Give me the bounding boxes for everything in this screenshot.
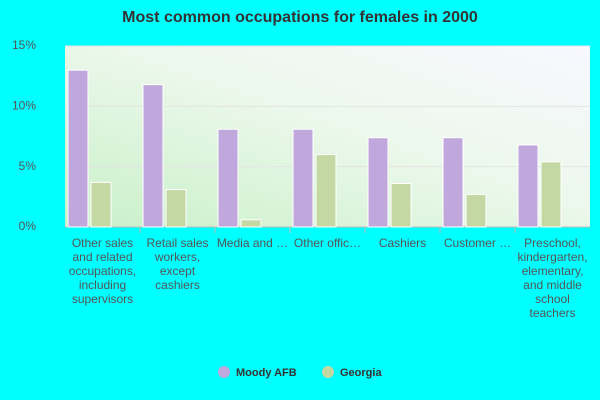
y-tick-label: 15% (12, 38, 36, 52)
bar (442, 137, 464, 228)
x-tick-label: Preschool, kindergarten, elementary, and… (517, 236, 588, 320)
y-tick-label: 0% (19, 219, 37, 233)
x-tick-label: Cashiers (378, 236, 427, 250)
bar (540, 161, 562, 228)
legend-marker (218, 366, 230, 378)
legend-marker (322, 366, 334, 378)
bar (240, 219, 262, 228)
bar (142, 84, 164, 228)
y-tick-label: 5% (19, 159, 37, 173)
bar (517, 144, 539, 228)
y-tick-label: 10% (12, 99, 36, 113)
bar (67, 69, 89, 228)
bar (165, 189, 187, 228)
x-tick-label: Retail sales workers, except cashiers (146, 236, 209, 292)
x-tick-label: Other sales and related occupations, inc… (68, 236, 137, 306)
bar (217, 128, 239, 228)
chart-title: Most common occupations for females in 2… (122, 9, 478, 26)
bar (90, 181, 112, 228)
x-tick-label: Customer … (443, 236, 512, 250)
bar (292, 128, 314, 228)
legend-label: Moody AFB (236, 367, 297, 379)
bar (390, 183, 412, 228)
legend-label: Georgia (340, 367, 382, 379)
x-tick-label: Other offic… (293, 236, 362, 250)
bar (367, 137, 389, 228)
bar (315, 154, 337, 228)
x-tick-label: Media and … (216, 236, 289, 250)
bar (465, 193, 487, 228)
